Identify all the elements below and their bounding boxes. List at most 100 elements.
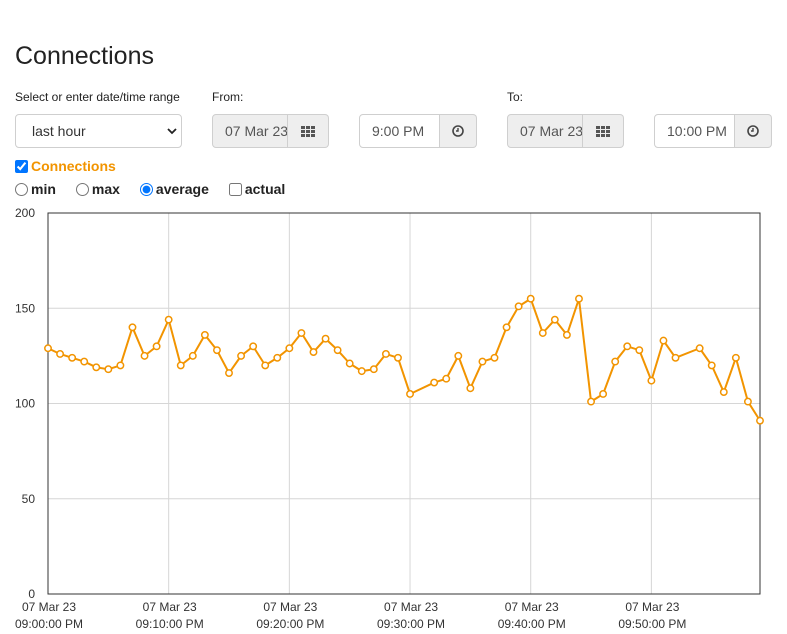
x-tick-label-time: 09:50:00 PM	[618, 617, 686, 631]
data-point	[478, 357, 487, 366]
y-tick-label: 50	[22, 492, 36, 506]
data-point	[225, 369, 233, 377]
aggregation-mode-group: min max average actual	[15, 181, 305, 197]
data-point	[550, 315, 559, 324]
data-point	[599, 390, 608, 398]
data-point	[526, 294, 535, 303]
data-point	[647, 376, 656, 385]
clock-icon	[452, 125, 464, 137]
data-point	[731, 353, 740, 362]
data-point	[345, 359, 354, 368]
data-point	[104, 365, 113, 374]
data-point	[707, 361, 716, 370]
data-point	[176, 361, 185, 370]
data-point	[611, 357, 620, 366]
to-date-calendar-button[interactable]	[583, 114, 624, 148]
mode-label-average: average	[155, 181, 209, 197]
data-point	[406, 390, 414, 398]
calendar-grid-icon	[301, 125, 315, 137]
data-point	[490, 353, 499, 362]
series-checkbox-label: Connections	[31, 158, 116, 174]
y-tick-label: 150	[15, 301, 35, 315]
x-tick-label-time: 09:20:00 PM	[256, 617, 324, 631]
data-point	[454, 351, 463, 360]
x-tick-label-date: 07 Mar 23	[22, 600, 76, 614]
data-point	[44, 344, 52, 353]
to-time-clock-button[interactable]	[735, 114, 772, 148]
data-point	[587, 397, 596, 406]
data-point	[394, 353, 402, 362]
plot-frame	[47, 212, 761, 595]
data-point	[249, 342, 258, 351]
data-point	[152, 342, 161, 351]
data-point	[369, 365, 378, 374]
data-point	[430, 378, 439, 387]
data-point	[743, 397, 752, 406]
x-tick-label-date: 07 Mar 23	[505, 600, 559, 614]
connections-line-chart: 0 50 100 150 200 07 Mar 23 09:00:00 PM 07 Mar 2…	[15, 206, 764, 631]
actual-checkbox[interactable]	[228, 182, 242, 196]
from-date-input[interactable]: 07 Mar 23	[212, 114, 288, 148]
x-tick-label-time: 09:10:00 PM	[136, 617, 204, 631]
data-point	[237, 351, 246, 360]
data-point	[92, 363, 101, 372]
mode-radio-min[interactable]	[15, 182, 28, 196]
series-checkbox[interactable]	[15, 159, 28, 173]
y-tick-label: 0	[28, 587, 35, 601]
data-point	[333, 346, 342, 355]
mode-radio-average[interactable]	[139, 182, 153, 196]
data-point	[357, 367, 366, 376]
data-point	[321, 334, 330, 343]
to-date-input[interactable]: 07 Mar 23	[507, 114, 583, 148]
data-point	[261, 361, 270, 370]
from-time-input[interactable]: 9:00 PM	[359, 114, 440, 148]
data-point	[659, 336, 668, 345]
range-select[interactable]: last hour	[15, 114, 182, 148]
x-tick-label-time: 09:30:00 PM	[377, 617, 445, 631]
from-date-calendar-button[interactable]	[288, 114, 329, 148]
data-point	[635, 346, 644, 355]
page-title: Connections	[15, 42, 154, 70]
mode-option-actual[interactable]: actual	[228, 181, 285, 197]
data-point	[695, 344, 704, 353]
data-point	[140, 351, 149, 360]
data-point	[538, 329, 547, 337]
data-point	[756, 416, 764, 425]
data-point	[562, 330, 571, 339]
calendar-grid-icon	[596, 125, 610, 137]
x-tick-label-date: 07 Mar 23	[263, 600, 317, 614]
from-time-clock-button[interactable]	[440, 114, 477, 148]
data-point	[200, 330, 209, 339]
mode-option-average[interactable]: average	[139, 181, 209, 197]
to-label: To:	[507, 90, 524, 104]
data-point	[671, 353, 680, 362]
mode-label-max: max	[91, 181, 120, 197]
data-point	[80, 357, 89, 366]
mode-radio-max[interactable]	[75, 182, 89, 196]
series-line	[47, 297, 761, 422]
data-point	[514, 302, 523, 311]
x-tick-label-date: 07 Mar 23	[384, 600, 438, 614]
x-tick-label-time: 09:40:00 PM	[498, 617, 566, 631]
data-point	[285, 344, 294, 353]
data-point	[68, 353, 77, 362]
mode-option-max[interactable]: max	[75, 181, 120, 197]
data-point	[297, 329, 306, 337]
y-tick-label: 200	[15, 206, 35, 220]
range-label: Select or enter date/time range	[15, 90, 180, 104]
x-tick-label-date: 07 Mar 23	[625, 600, 679, 614]
data-point	[212, 346, 221, 355]
from-label: From:	[212, 90, 244, 104]
x-tick-label-time: 09:00:00 PM	[15, 617, 83, 631]
x-tick-label-date: 07 Mar 23	[143, 600, 197, 614]
to-time-input[interactable]: 10:00 PM	[654, 114, 735, 148]
chevron-down-icon	[167, 128, 177, 135]
data-point	[442, 374, 451, 383]
data-point	[164, 315, 173, 324]
data-point	[381, 350, 390, 358]
data-point	[116, 361, 125, 370]
data-point	[502, 323, 511, 332]
data-point	[188, 351, 197, 360]
data-point	[466, 384, 475, 393]
mode-option-min[interactable]: min	[15, 181, 56, 197]
